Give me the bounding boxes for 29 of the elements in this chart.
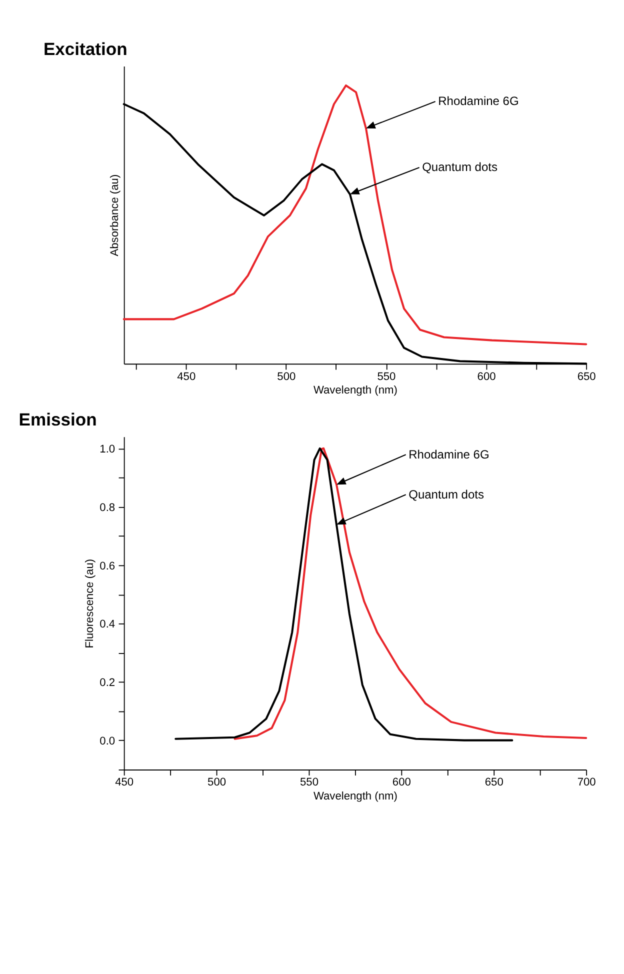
line-series	[234, 447, 588, 740]
y-tick-label: 0.6	[100, 560, 116, 572]
annotation: Rhodamine 6G	[408, 447, 490, 462]
x-tick-label: 450	[115, 776, 134, 789]
y-axis-title: Absorbance (au)	[108, 174, 121, 256]
x-tick-label: 550	[377, 370, 396, 383]
chart-title: Emission	[18, 410, 97, 430]
x-tick-label: 650	[577, 370, 596, 383]
annotation: Quantum dots	[408, 487, 484, 502]
annotation: Rhodamine 6G	[438, 94, 519, 108]
chart-title: Excitation	[43, 38, 128, 59]
x-tick-label: 700	[577, 776, 596, 789]
y-tick-label: 0.4	[100, 618, 116, 631]
y-tick-label: 1.0	[100, 444, 116, 456]
x-tick-label: 500	[208, 776, 226, 789]
line-series	[174, 447, 514, 742]
x-tick-label: 550	[300, 776, 318, 789]
y-tick-label: 0.2	[100, 677, 116, 690]
x-tick-label: 650	[484, 776, 504, 789]
x-tick-label: 450	[177, 370, 196, 383]
y-tick-label: 0.8	[100, 502, 116, 514]
x-axis-title: Wavelength (nm)	[313, 790, 398, 803]
x-tick-label: 500	[277, 370, 296, 383]
x-tick-label: 600	[477, 370, 496, 383]
y-axis-title: Fluorescence (au)	[84, 558, 96, 648]
y-tick-label: 0.0	[100, 735, 116, 748]
x-axis-title: Wavelength (nm)	[313, 384, 398, 397]
annotation: Quantum dots	[422, 160, 498, 174]
x-tick-label: 600	[392, 776, 411, 789]
